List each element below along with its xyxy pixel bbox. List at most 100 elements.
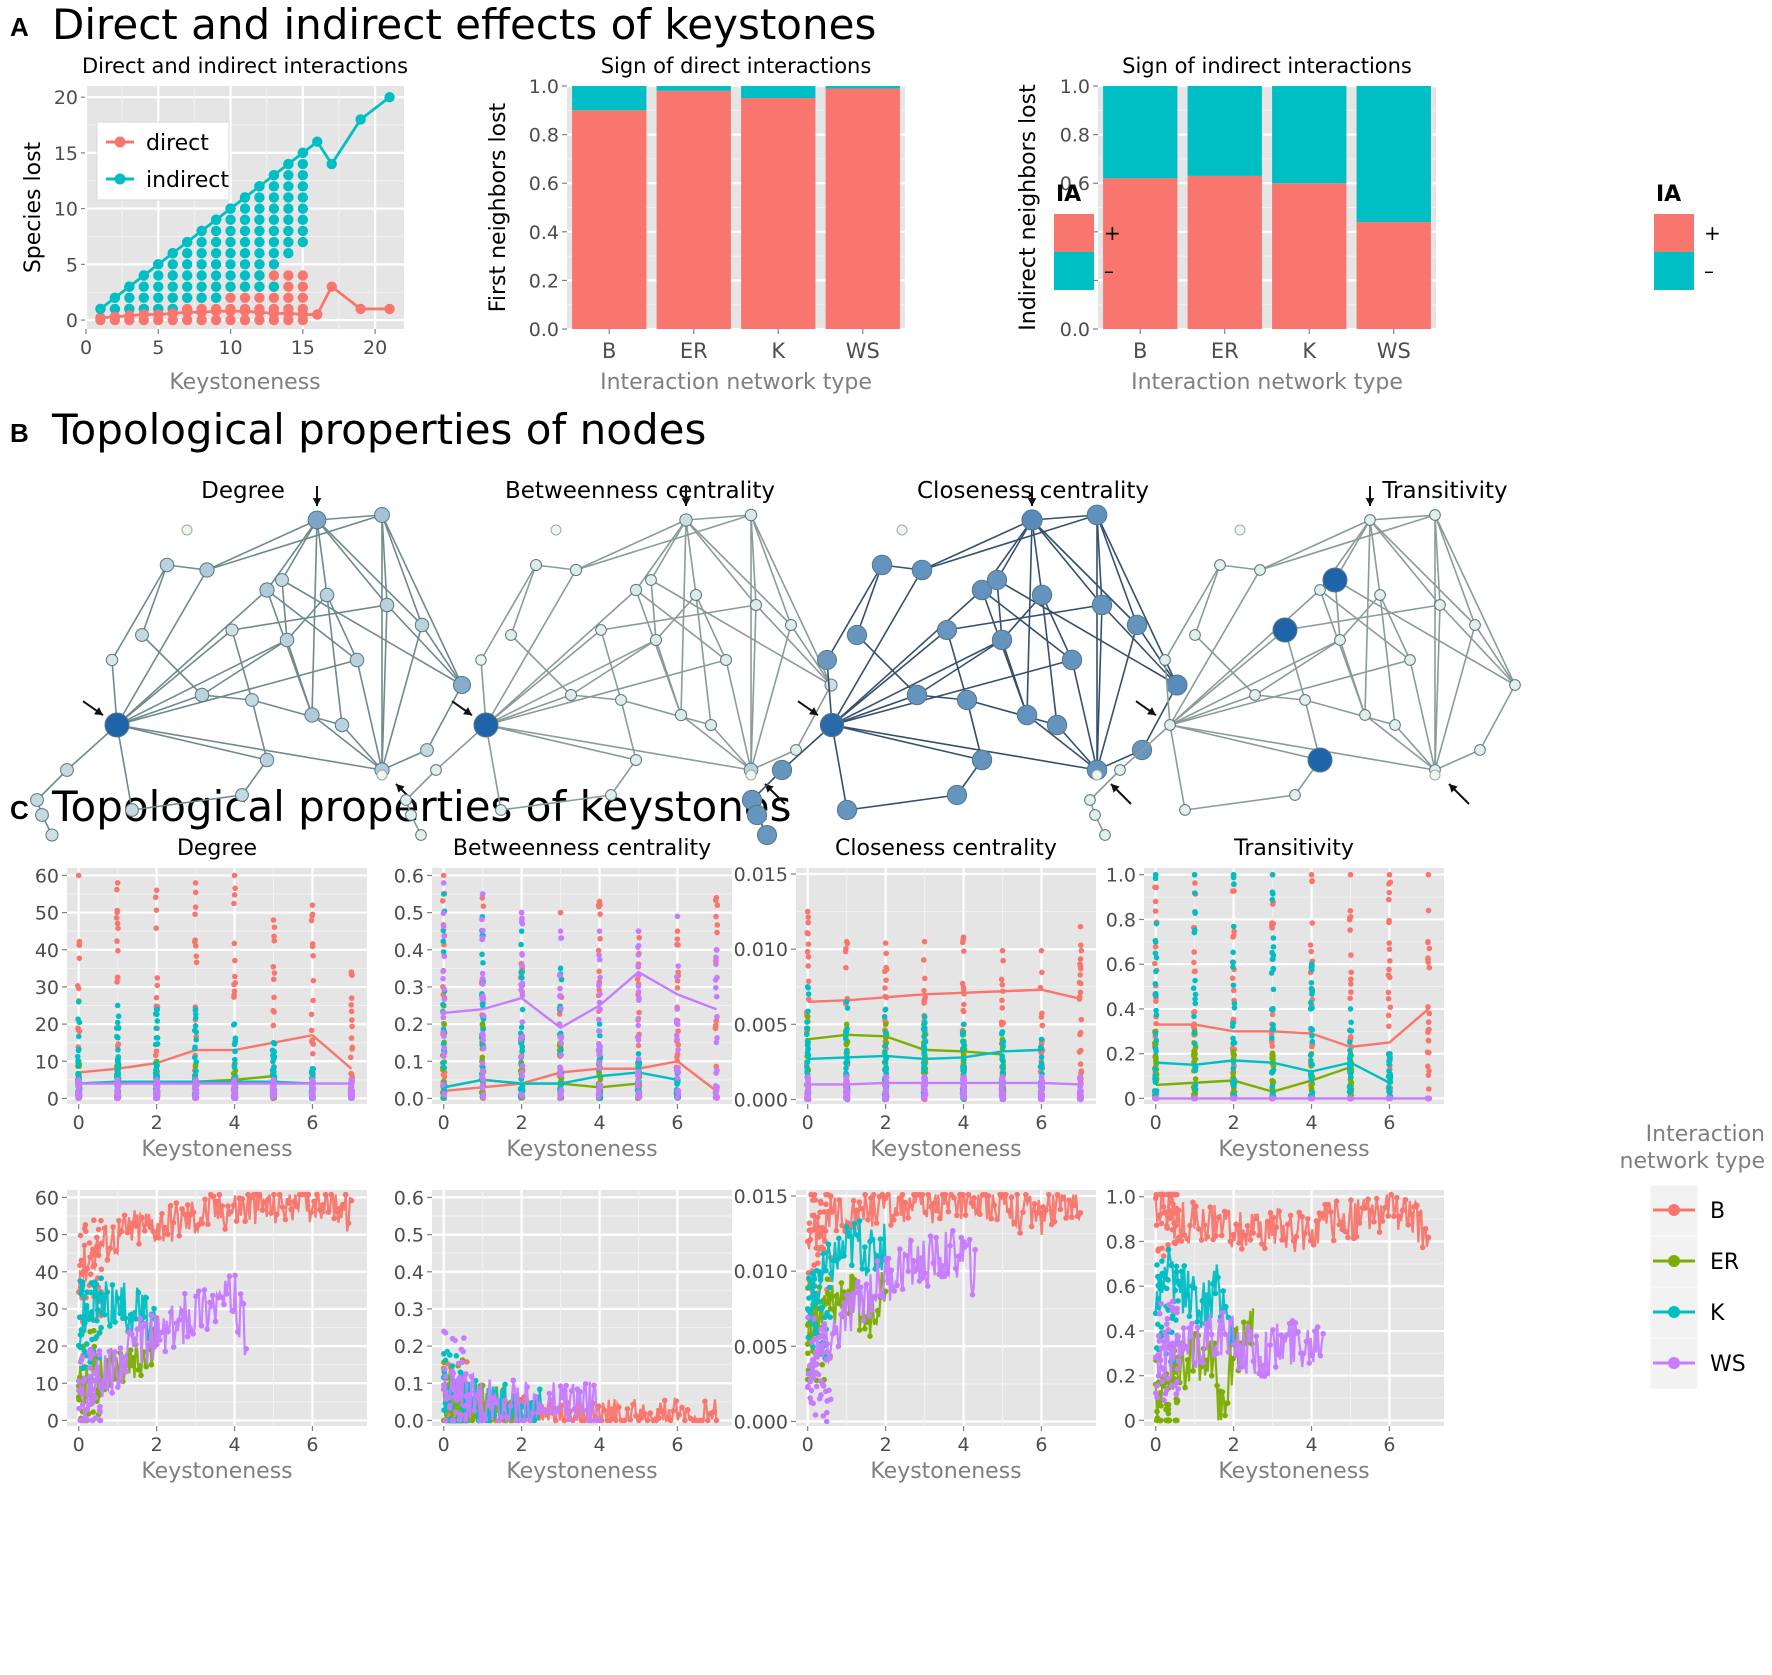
data-point-WS	[142, 1320, 149, 1327]
network-node	[1359, 709, 1371, 721]
data-point-B	[674, 928, 681, 934]
data-point-B	[991, 1202, 998, 1208]
indirect-point	[283, 181, 294, 192]
data-point-B	[882, 1195, 889, 1202]
data-point-B	[82, 1222, 89, 1228]
indirect-point	[167, 248, 178, 259]
data-point-WS	[88, 1348, 95, 1355]
data-point-B	[1069, 1214, 1075, 1221]
data-point-K	[1152, 939, 1159, 945]
data-point-WS	[596, 1016, 602, 1023]
legend-key-point	[114, 173, 126, 185]
indirect-point	[355, 114, 366, 125]
x-tick-label: 6	[1035, 1434, 1047, 1456]
data-point-B	[1077, 1209, 1084, 1216]
arrow-head	[1147, 707, 1156, 716]
data-point-B	[682, 1417, 688, 1424]
data-point-K	[804, 1058, 811, 1065]
data-point-B	[1077, 942, 1084, 948]
data-point-K	[84, 1289, 91, 1295]
data-point-K	[1192, 996, 1198, 1002]
data-point-B	[922, 1209, 929, 1216]
indirect-point	[268, 192, 280, 203]
data-point-B	[597, 935, 603, 942]
data-point-B	[985, 1193, 992, 1199]
data-point-K	[1348, 1019, 1354, 1026]
data-point-K	[804, 1069, 810, 1076]
data-point-WS	[596, 1417, 603, 1424]
network-node	[971, 579, 993, 601]
data-point-K	[87, 1315, 94, 1322]
data-point-B	[883, 966, 890, 973]
chart-title: Sign of direct interactions	[601, 54, 872, 78]
data-point-B	[806, 1220, 813, 1226]
network-edge	[510, 564, 537, 636]
data-point-K	[77, 1331, 84, 1338]
indirect-point	[196, 270, 207, 281]
data-point-K	[536, 1386, 543, 1393]
data-point-WS	[87, 1355, 94, 1361]
data-point-B	[595, 1403, 602, 1410]
indirect-point	[283, 192, 294, 203]
data-point-WS	[170, 1344, 177, 1350]
data-point-B	[908, 1202, 914, 1209]
data-point-B	[862, 1191, 868, 1198]
data-point-K	[636, 1060, 643, 1067]
data-point-B	[114, 979, 120, 985]
data-point-WS	[713, 961, 719, 967]
data-point-B	[159, 1210, 165, 1217]
data-point-B	[705, 1417, 711, 1424]
data-point-K	[1152, 1030, 1159, 1037]
indirect-point	[239, 259, 251, 270]
network-node	[1021, 509, 1043, 531]
data-point-K	[959, 1038, 966, 1045]
bar-positive	[1187, 175, 1262, 329]
data-point-B	[210, 1193, 217, 1200]
data-point-B	[271, 994, 277, 1001]
data-point-WS	[675, 1064, 681, 1071]
data-point-WS	[674, 1005, 681, 1012]
network-edge	[1334, 579, 1516, 686]
data-point-WS	[558, 935, 565, 941]
data-point-K	[1270, 986, 1277, 993]
data-point-K	[826, 1284, 833, 1291]
data-point-K	[1309, 1027, 1316, 1033]
network-edge	[381, 749, 428, 771]
data-point-B	[192, 911, 198, 918]
data-point-K	[843, 1050, 850, 1056]
network-node	[871, 554, 893, 576]
data-point-WS	[824, 1409, 830, 1416]
data-point-K	[1153, 1012, 1160, 1018]
y-tick-label: 20	[54, 87, 78, 109]
data-point-WS	[910, 1257, 917, 1264]
network-node	[645, 574, 657, 586]
data-point-WS	[857, 1284, 864, 1290]
data-point-B	[828, 1193, 834, 1199]
data-point-K	[674, 1081, 680, 1087]
chart-title: Closeness centrality	[835, 836, 1057, 861]
data-point-B	[633, 1413, 639, 1419]
data-point-WS	[635, 983, 642, 989]
network-node	[1299, 694, 1311, 706]
indirect-point	[239, 270, 251, 281]
network-edge	[921, 514, 1098, 571]
data-point-B	[152, 1052, 159, 1059]
data-point-K	[519, 974, 525, 981]
data-point-K	[117, 1310, 124, 1317]
data-point-B	[124, 1229, 131, 1236]
network-edge	[856, 564, 883, 636]
y-tick-label: 1.0	[1106, 865, 1136, 887]
data-point-WS	[635, 942, 642, 949]
data-point-K	[803, 1031, 810, 1038]
data-point-K	[531, 1417, 538, 1424]
network-node	[649, 633, 663, 647]
isolated-node	[1429, 769, 1441, 781]
indirect-point	[167, 281, 178, 292]
network-edge	[1434, 604, 1441, 771]
data-point-B	[873, 1220, 880, 1226]
data-point-WS	[490, 1394, 497, 1401]
data-point-WS	[634, 1069, 641, 1076]
data-point-WS	[193, 1095, 200, 1101]
network-node	[415, 829, 427, 841]
indirect-point	[225, 259, 236, 270]
